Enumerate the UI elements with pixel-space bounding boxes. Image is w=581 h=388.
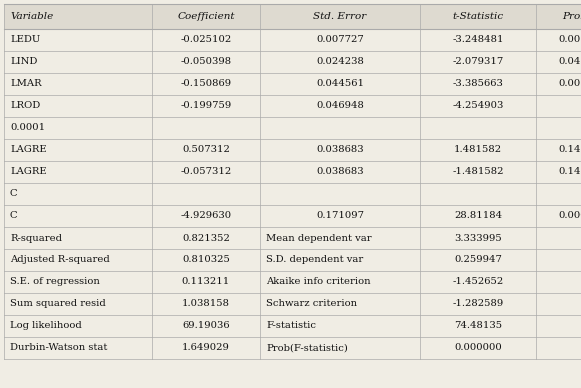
- Bar: [4, 4, 581, 29]
- Text: 28.81184: 28.81184: [454, 211, 502, 220]
- Text: -0.025102: -0.025102: [180, 35, 232, 45]
- Text: Sum squared resid: Sum squared resid: [10, 300, 106, 308]
- Text: 74.48135: 74.48135: [454, 322, 502, 331]
- Text: -0.199759: -0.199759: [180, 102, 232, 111]
- Text: Variable: Variable: [10, 12, 53, 21]
- Text: -0.057312: -0.057312: [180, 168, 232, 177]
- Text: 0.000000: 0.000000: [454, 343, 502, 353]
- Text: S.E. of regression: S.E. of regression: [10, 277, 100, 286]
- Text: -3.385663: -3.385663: [453, 80, 504, 88]
- Text: 0.038683: 0.038683: [316, 168, 364, 177]
- Text: Coefficient: Coefficient: [177, 12, 235, 21]
- Text: 0.113211: 0.113211: [182, 277, 230, 286]
- Text: 0.007727: 0.007727: [316, 35, 364, 45]
- Text: 1.649029: 1.649029: [182, 343, 230, 353]
- Text: -0.150869: -0.150869: [181, 80, 232, 88]
- Text: F-statistic: F-statistic: [266, 322, 316, 331]
- Text: 0.821352: 0.821352: [182, 234, 230, 242]
- Text: 0.507312: 0.507312: [182, 146, 230, 154]
- Text: Durbin-Watson stat: Durbin-Watson stat: [10, 343, 107, 353]
- Text: Prob.: Prob.: [562, 12, 581, 21]
- Text: t-Statistic: t-Statistic: [453, 12, 504, 21]
- Text: 0.1423: 0.1423: [558, 168, 581, 177]
- Text: 0.1423: 0.1423: [558, 146, 581, 154]
- Text: 69.19036: 69.19036: [182, 322, 230, 331]
- Text: -2.079317: -2.079317: [453, 57, 504, 66]
- Text: Mean dependent var: Mean dependent var: [266, 234, 372, 242]
- Text: -1.282589: -1.282589: [453, 300, 504, 308]
- Text: 0.0001: 0.0001: [10, 123, 45, 132]
- Text: LIND: LIND: [10, 57, 37, 66]
- Text: LAGRE: LAGRE: [10, 146, 46, 154]
- Text: R-squared: R-squared: [10, 234, 62, 242]
- Text: -3.248481: -3.248481: [452, 35, 504, 45]
- Text: Prob(F-statistic): Prob(F-statistic): [266, 343, 348, 353]
- Text: LMAR: LMAR: [10, 80, 42, 88]
- Text: 0.0011: 0.0011: [558, 80, 581, 88]
- Text: 0.044561: 0.044561: [316, 80, 364, 88]
- Text: 0.038683: 0.038683: [316, 146, 364, 154]
- Text: Adjusted R-squared: Adjusted R-squared: [10, 256, 110, 265]
- Text: 0.810325: 0.810325: [182, 256, 230, 265]
- Text: LROD: LROD: [10, 102, 40, 111]
- Text: Schwarz criterion: Schwarz criterion: [266, 300, 357, 308]
- Text: -4.929630: -4.929630: [181, 211, 232, 220]
- Text: 0.259947: 0.259947: [454, 256, 502, 265]
- Text: Log likelihood: Log likelihood: [10, 322, 82, 331]
- Text: Std. Error: Std. Error: [313, 12, 367, 21]
- Text: 0.024238: 0.024238: [316, 57, 364, 66]
- Text: LAGRE: LAGRE: [10, 168, 46, 177]
- Text: LEDU: LEDU: [10, 35, 40, 45]
- Text: 0.0017: 0.0017: [558, 35, 581, 45]
- Text: Akaike info criterion: Akaike info criterion: [266, 277, 371, 286]
- Text: 0.046948: 0.046948: [316, 102, 364, 111]
- Text: 3.333995: 3.333995: [454, 234, 502, 242]
- Text: S.D. dependent var: S.D. dependent var: [266, 256, 363, 265]
- Text: 0.171097: 0.171097: [316, 211, 364, 220]
- Text: 0.0000: 0.0000: [558, 211, 581, 220]
- Text: -0.050398: -0.050398: [181, 57, 232, 66]
- Text: 0.0408: 0.0408: [558, 57, 581, 66]
- Text: -1.452652: -1.452652: [453, 277, 504, 286]
- Text: -1.481582: -1.481582: [452, 168, 504, 177]
- Text: C: C: [10, 211, 17, 220]
- Text: C: C: [10, 189, 17, 199]
- Text: 1.038158: 1.038158: [182, 300, 230, 308]
- Text: 1.481582: 1.481582: [454, 146, 502, 154]
- Text: -4.254903: -4.254903: [453, 102, 504, 111]
